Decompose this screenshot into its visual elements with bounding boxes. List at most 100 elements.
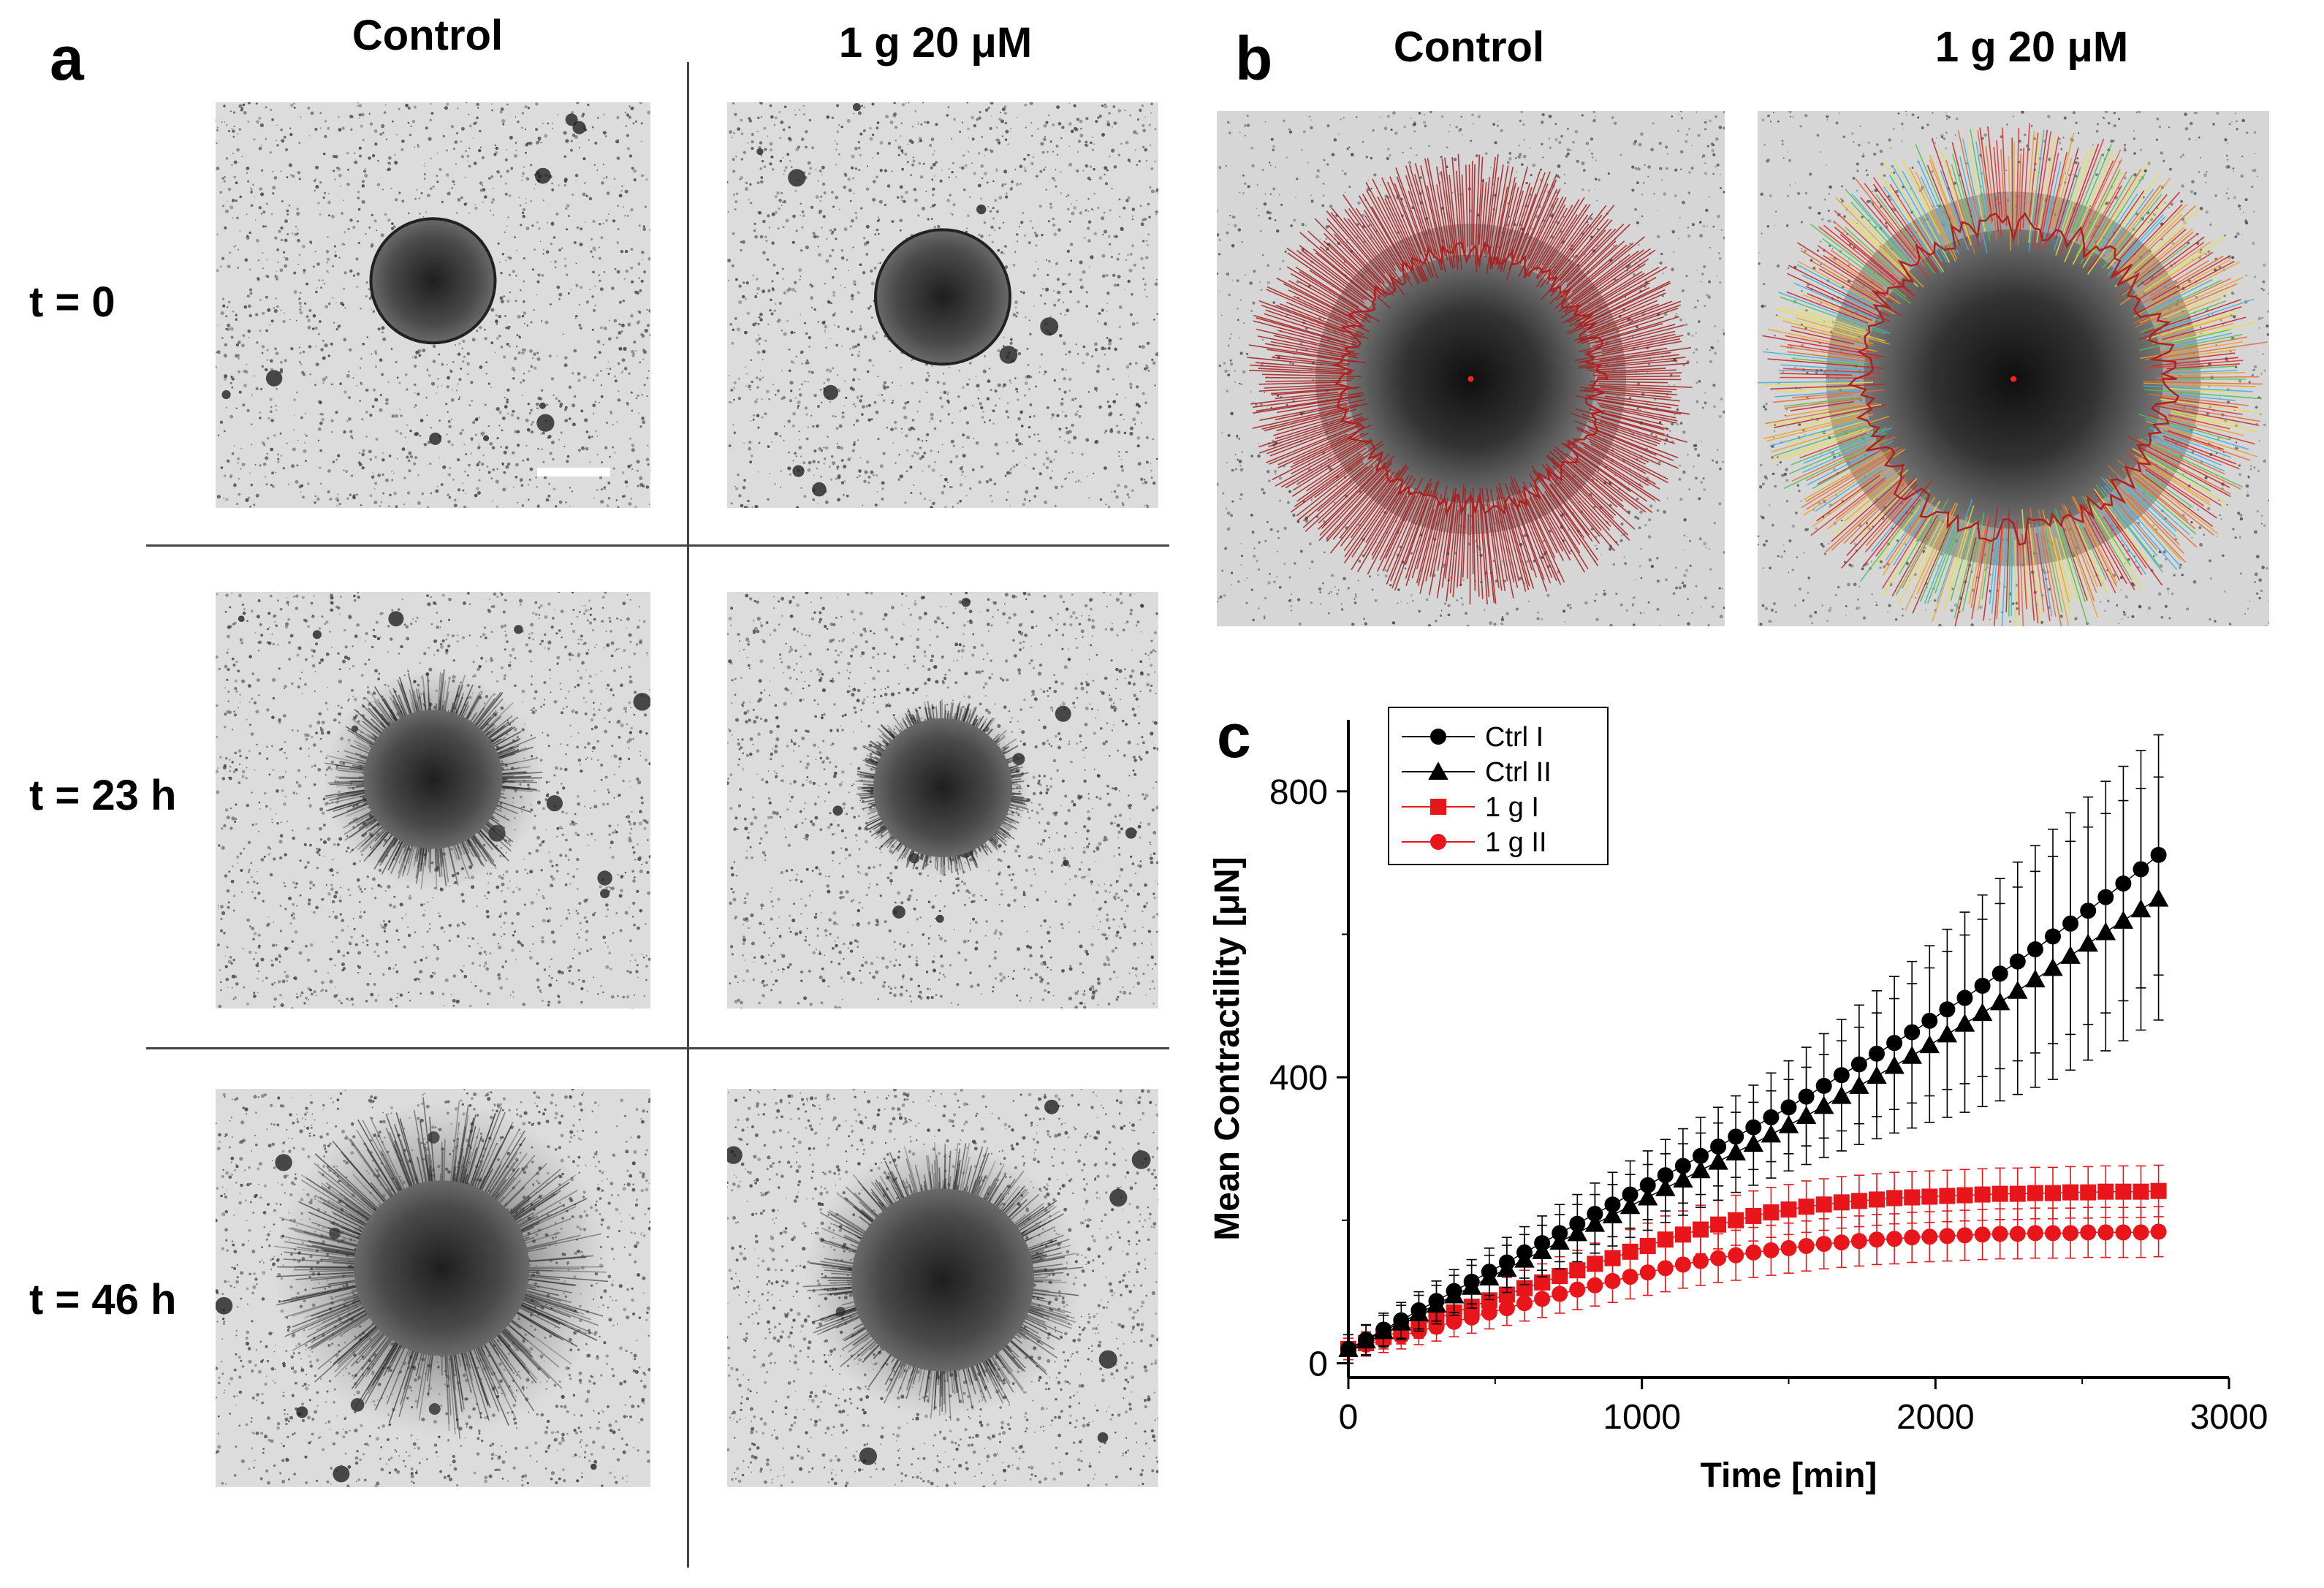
panel-a-divider-1	[146, 544, 1169, 547]
data-point	[1956, 1187, 1973, 1204]
data-point	[1463, 1309, 1480, 1326]
data-point	[2008, 981, 2028, 999]
data-point	[1886, 1190, 1903, 1207]
data-point	[1498, 1300, 1515, 1317]
data-point	[1690, 1160, 1711, 1179]
data-point	[1725, 1142, 1746, 1160]
data-point	[2133, 1183, 2149, 1200]
data-point	[1904, 1229, 1921, 1246]
data-point	[2097, 1224, 2114, 1241]
panel-a-letter: a	[50, 24, 84, 93]
data-point	[1657, 1260, 1674, 1277]
data-point	[1798, 1238, 1815, 1254]
data-point	[1921, 1228, 1938, 1245]
data-point	[1939, 1188, 1956, 1204]
data-point	[2080, 1224, 2097, 1241]
legend-label: 1 g II	[1485, 827, 1547, 858]
data-point	[1639, 1264, 1656, 1281]
data-point	[1919, 1035, 1940, 1054]
data-point	[1497, 1258, 1517, 1277]
data-point	[1974, 1186, 1991, 1203]
data-point	[1443, 1285, 1465, 1304]
data-point	[1708, 1151, 1728, 1170]
data-point	[2009, 1226, 2026, 1242]
data-point	[1831, 1085, 1852, 1104]
chart-axes: 0 1000 2000 3000 0 400 800 Time [min] Mean Contr…	[1208, 720, 2268, 1495]
data-point	[1921, 1188, 1938, 1205]
contractility-chart: 0 1000 2000 3000 0 400 800 Time [min] Mean Contr…	[1208, 707, 2268, 1495]
data-point	[2095, 922, 2116, 941]
data-point	[1954, 1014, 1975, 1032]
data-point	[1622, 1243, 1638, 1260]
data-point	[2115, 1224, 2132, 1241]
micrograph-treated-t0	[727, 102, 1158, 508]
data-point	[1850, 1233, 1867, 1250]
data-point	[1798, 1198, 1815, 1215]
data-point	[2150, 1223, 2167, 1240]
data-point	[1939, 1228, 1956, 1245]
vector-field-control	[1217, 111, 1725, 626]
data-point	[2043, 957, 2063, 976]
micrograph-treated-t46	[727, 1089, 1158, 1487]
data-point	[1461, 1277, 1482, 1295]
panel-a-row-t23: t = 23 h	[29, 772, 177, 819]
data-point	[2097, 1183, 2114, 1200]
data-point	[2148, 888, 2169, 907]
y-tick-label: 800	[1269, 773, 1328, 812]
data-point	[2060, 946, 2081, 964]
data-point	[1869, 1191, 1885, 1208]
data-point	[2062, 1184, 2079, 1201]
data-point	[1567, 1223, 1588, 1242]
x-tick-label: 0	[1339, 1398, 1359, 1437]
data-point	[1657, 1231, 1674, 1248]
data-point	[1849, 1076, 1869, 1094]
legend-box	[1388, 707, 1609, 865]
data-point	[1850, 1193, 1867, 1209]
data-point	[1604, 1272, 1621, 1289]
data-point	[1584, 1213, 1606, 1232]
data-point	[1391, 1312, 1412, 1331]
data-point	[1552, 1285, 1568, 1302]
y-tick-label: 0	[1308, 1345, 1328, 1383]
data-point	[1956, 1227, 1973, 1244]
data-point	[1481, 1304, 1497, 1321]
data-point	[2115, 1183, 2132, 1200]
legend-marker	[1430, 799, 1446, 815]
data-point	[1479, 1267, 1500, 1286]
data-point	[1534, 1291, 1551, 1307]
micrograph-control-t23	[216, 592, 650, 1008]
data-point	[1674, 1256, 1691, 1273]
data-point	[2133, 1224, 2149, 1241]
data-point	[1549, 1231, 1570, 1250]
micrograph-control-t46	[216, 1089, 650, 1487]
data-point	[1693, 1253, 1709, 1269]
micrograph-control-t0	[216, 102, 650, 508]
data-point	[2130, 899, 2152, 918]
legend-label: Ctrl II	[1485, 757, 1552, 788]
data-point	[1674, 1226, 1691, 1243]
legend-label: 1 g I	[1485, 792, 1539, 823]
series-1-g-ii	[1340, 1206, 2167, 1361]
data-point	[1780, 1201, 1797, 1218]
data-point	[1587, 1277, 1603, 1293]
data-point	[1356, 1330, 1376, 1349]
micrograph-treated-t23	[727, 592, 1158, 1008]
panel-b-column-treated: 1 g 20 μM	[1934, 23, 2129, 71]
panel-c-letter: c	[1217, 702, 1251, 770]
x-axis-title: Time [min]	[1701, 1456, 1877, 1495]
legend-marker	[1430, 834, 1446, 850]
data-point	[1532, 1241, 1552, 1259]
data-point	[1514, 1249, 1535, 1268]
x-tick-label: 2000	[1896, 1398, 1975, 1437]
legend-label: Ctrl I	[1485, 722, 1543, 753]
x-tick-label: 3000	[2190, 1398, 2268, 1437]
data-point	[1904, 1189, 1921, 1206]
scale-bar	[537, 468, 610, 476]
data-point	[2150, 1182, 2167, 1199]
x-tick-label: 1000	[1603, 1398, 1681, 1437]
data-point	[1989, 992, 2010, 1011]
legend-marker	[1428, 761, 1448, 780]
data-point	[1408, 1303, 1429, 1321]
data-point	[1972, 1003, 1993, 1022]
